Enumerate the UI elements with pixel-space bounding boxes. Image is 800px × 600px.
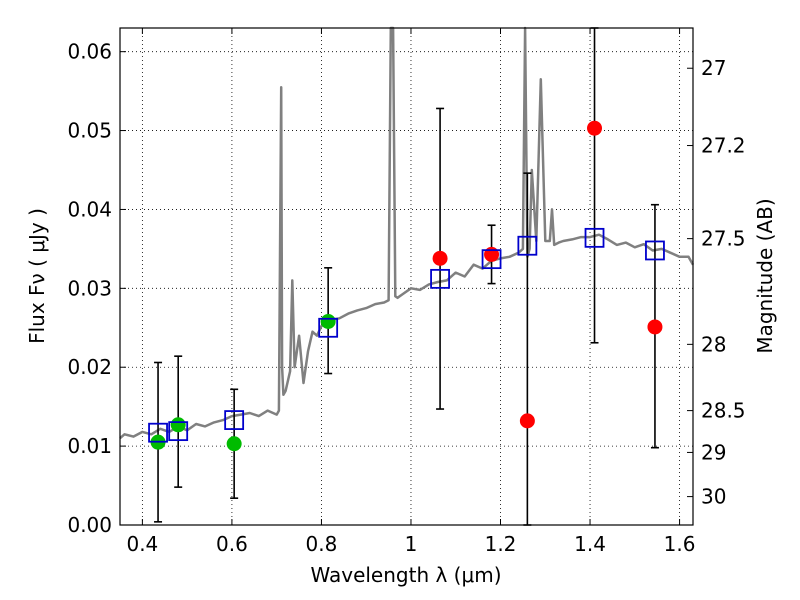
red-data-point bbox=[432, 250, 448, 266]
y-tick-label: 0.06 bbox=[67, 40, 112, 64]
red-data-point bbox=[519, 413, 535, 429]
y-axis-label: Flux Fν ( μJy ) bbox=[25, 208, 49, 344]
grid bbox=[120, 28, 693, 526]
x-tick-label: 1.4 bbox=[574, 532, 606, 556]
x-tick-label: 0.4 bbox=[126, 532, 158, 556]
model-band-square bbox=[168, 421, 189, 442]
green-data-point bbox=[226, 436, 242, 452]
y2-tick-label: 30 bbox=[701, 485, 726, 509]
x-axis-label: Wavelength λ (μm) bbox=[310, 563, 501, 587]
x-tick-label: 0.6 bbox=[216, 532, 248, 556]
red-data-point bbox=[587, 120, 603, 136]
y-tick-label: 0.03 bbox=[67, 276, 112, 300]
x-tick-label: 1.6 bbox=[664, 532, 696, 556]
x-tick-label: 1 bbox=[405, 532, 418, 556]
y-tick-label: 0.00 bbox=[67, 513, 112, 537]
ticks: 0.4 0.6 0.8 1 1.2 1.4 1.6 0.00 0.01 0.02 0.03 0.04 0… bbox=[67, 28, 746, 556]
y-tick-label: 0.02 bbox=[67, 355, 112, 379]
model-band-square bbox=[517, 235, 538, 256]
y-tick-label: 0.04 bbox=[67, 197, 112, 221]
y2-tick-label: 28.5 bbox=[701, 399, 746, 423]
y2-tick-label: 28 bbox=[701, 332, 726, 356]
model-band-square bbox=[645, 240, 665, 261]
y-tick-label: 0.01 bbox=[67, 434, 112, 458]
model-band-square bbox=[148, 422, 168, 443]
model-band-square bbox=[584, 227, 605, 248]
model-band-square bbox=[481, 249, 502, 270]
x-tick-label: 1.2 bbox=[485, 532, 517, 556]
x-tick-label: 0.8 bbox=[306, 532, 338, 556]
y-tick-label: 0.05 bbox=[67, 119, 112, 143]
red-data-point bbox=[647, 319, 663, 335]
y2-tick-label: 29 bbox=[701, 440, 726, 464]
green-data-point bbox=[320, 313, 336, 329]
y2-axis-label: Magnitude (AB) bbox=[753, 198, 777, 353]
y2-tick-label: 27 bbox=[701, 56, 726, 80]
model-band-square bbox=[224, 410, 245, 430]
y2-tick-label: 27.2 bbox=[701, 134, 746, 158]
plot-frame bbox=[119, 27, 694, 526]
series-layer bbox=[119, 26, 695, 526]
green-data-point bbox=[170, 417, 186, 433]
model-spectrum-line bbox=[119, 26, 695, 440]
y2-tick-label: 27.5 bbox=[701, 227, 746, 251]
model-band-square bbox=[318, 317, 339, 338]
model-band-square bbox=[430, 268, 450, 289]
